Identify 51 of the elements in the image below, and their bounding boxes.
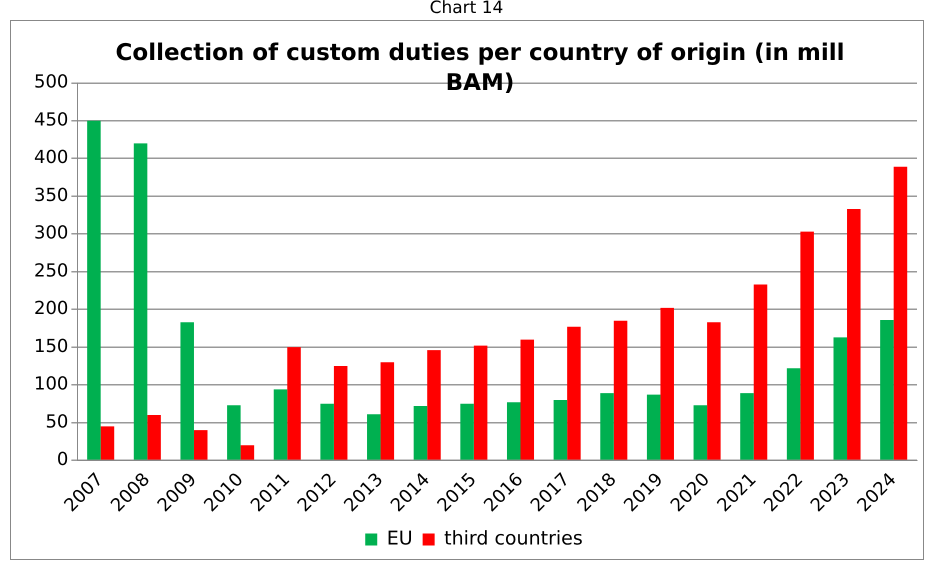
- y-tick-label: 300: [34, 222, 68, 244]
- y-tick-label: 400: [34, 147, 68, 168]
- y-tick-label: 350: [34, 184, 68, 206]
- bar: [567, 326, 581, 460]
- bar: [520, 340, 534, 460]
- bar: [660, 308, 674, 460]
- bar: [194, 430, 208, 460]
- bar: [147, 415, 161, 460]
- bar: [334, 366, 348, 460]
- bar: [847, 209, 861, 460]
- y-tick-label: 100: [34, 374, 68, 395]
- bar: [694, 405, 708, 460]
- bar: [786, 368, 800, 460]
- bar: [240, 445, 254, 460]
- bar: [227, 405, 241, 460]
- y-tick-label: 250: [34, 260, 68, 282]
- bar: [600, 393, 614, 460]
- bar: [707, 322, 721, 460]
- bar: [460, 404, 474, 460]
- legend-label: EU: [386, 527, 413, 550]
- bar: [427, 350, 441, 460]
- bar: [287, 347, 301, 460]
- bar: [894, 166, 908, 460]
- bar: [554, 400, 568, 460]
- bar: [506, 402, 520, 460]
- bar: [320, 404, 334, 460]
- y-tick-label: 150: [34, 336, 68, 357]
- y-tick-label: 500: [34, 72, 68, 93]
- bar: [380, 362, 394, 460]
- bar: [367, 414, 381, 460]
- y-tick-label: 50: [45, 411, 68, 432]
- bar: [100, 426, 114, 460]
- y-tick-label: 450: [34, 109, 68, 130]
- bar: [274, 389, 288, 460]
- bar: [834, 337, 848, 460]
- bar: [880, 320, 894, 460]
- bar: [614, 320, 628, 460]
- bar: [646, 394, 660, 460]
- bar: [740, 393, 754, 460]
- bar: [134, 143, 148, 460]
- bar: [800, 232, 814, 460]
- y-tick-label: 0: [56, 449, 68, 470]
- bar: [87, 120, 101, 460]
- y-tick-label: 200: [34, 298, 68, 320]
- bar: [754, 284, 768, 460]
- bar: [414, 406, 428, 460]
- legend-label: third countries: [444, 527, 583, 550]
- bar: [474, 346, 488, 460]
- chart-title: Collection of custom duties per country of origin (in mill BAM): [114, 39, 846, 98]
- bar: [180, 322, 194, 460]
- caption: Chart 14: [428, 0, 504, 18]
